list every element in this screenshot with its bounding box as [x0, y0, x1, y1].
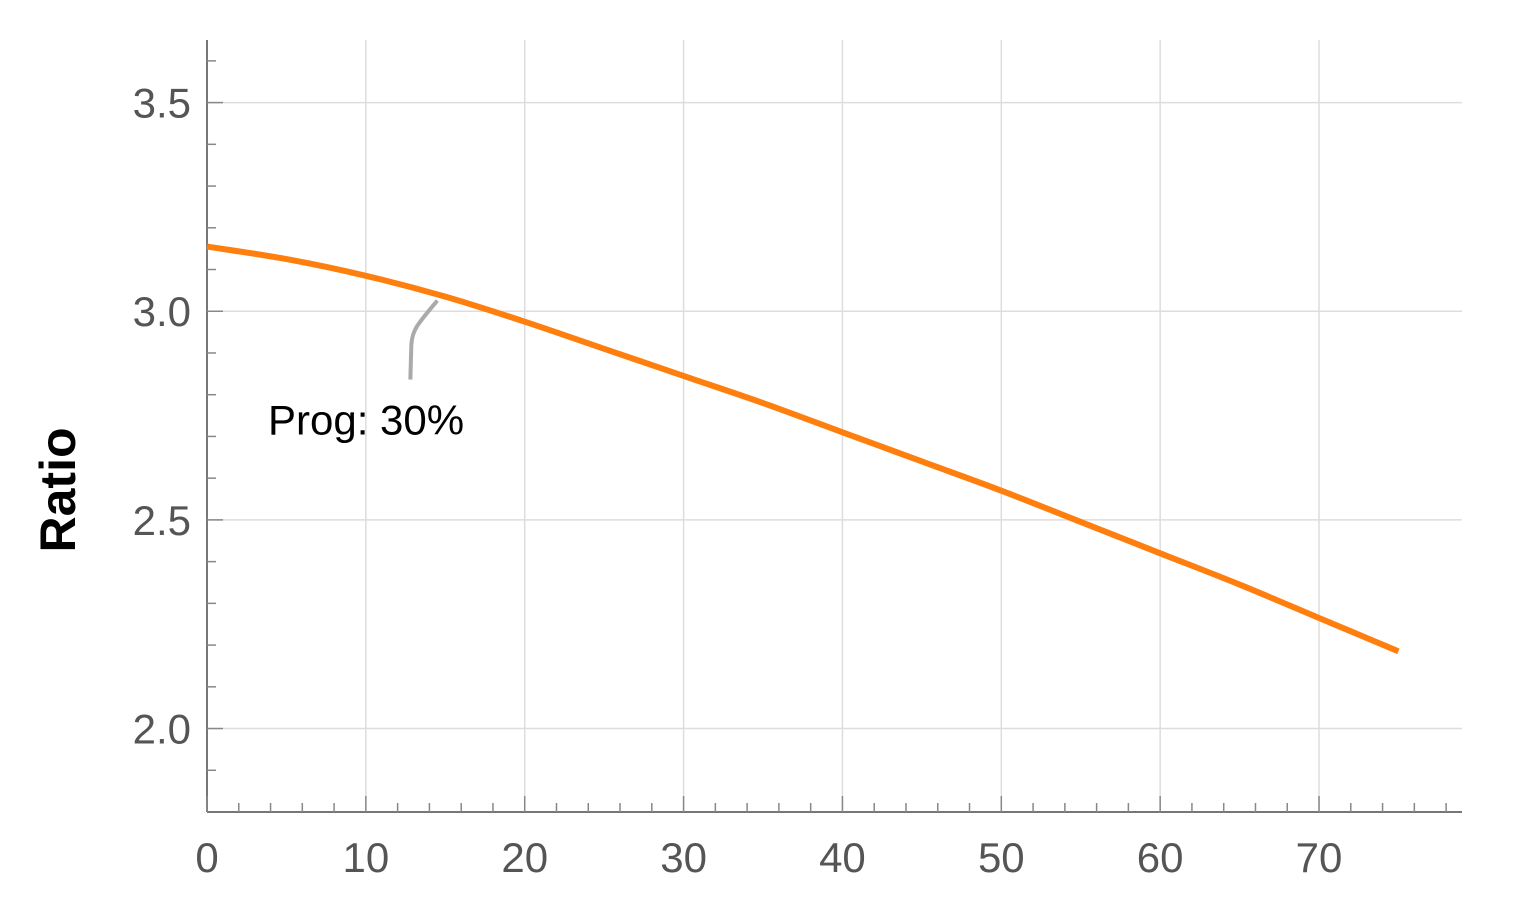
y-tick-label: 2.0	[133, 706, 191, 753]
minor-ticks	[206, 60, 1447, 812]
x-tick-label: 40	[819, 834, 866, 881]
grid-lines	[207, 40, 1462, 812]
annotation-layer: Prog: 30%	[268, 299, 464, 444]
y-tick-label: 3.5	[133, 80, 191, 127]
annotation-label: Prog: 30%	[268, 397, 464, 444]
axes	[206, 40, 1462, 813]
y-tick-label: 3.0	[133, 288, 191, 335]
x-tick-label: 50	[978, 834, 1025, 881]
series-layer	[206, 243, 1400, 655]
x-tick-label: 20	[501, 834, 548, 881]
y-tick-label: 2.5	[133, 497, 191, 544]
series-line	[206, 243, 1400, 655]
y-axis-label: Ratio	[30, 428, 86, 553]
x-tick-label: 10	[343, 834, 390, 881]
x-tick-label: 60	[1137, 834, 1184, 881]
x-tick-label: 70	[1296, 834, 1343, 881]
x-tick-label: 30	[660, 834, 707, 881]
y-tick-labels: 2.0 2.5 3.0 3.5	[133, 80, 191, 753]
annotation-leader-line	[408, 299, 439, 380]
x-tick-labels: 0 10 20 30 40 50 60 70	[195, 834, 1342, 881]
x-tick-label: 0	[195, 834, 218, 881]
